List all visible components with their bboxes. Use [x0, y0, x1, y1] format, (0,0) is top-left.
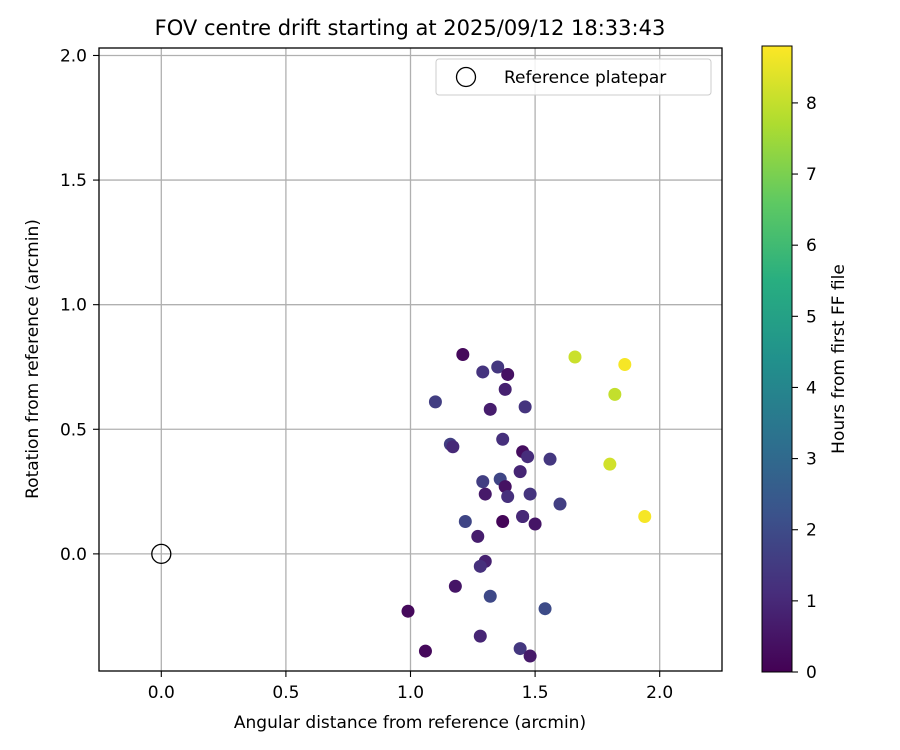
scatter-point: [476, 365, 490, 379]
scatter-point: [496, 514, 510, 528]
scatter-points: [151, 348, 652, 663]
y-tick-label: 1.0: [60, 296, 87, 316]
scatter-point: [501, 490, 515, 504]
scatter-point: [401, 604, 415, 618]
scatter-point: [528, 517, 542, 531]
scatter-point: [543, 452, 557, 466]
scatter-point: [428, 395, 442, 409]
scatter-point: [498, 480, 512, 494]
scatter-point: [521, 450, 535, 464]
colorbar-tick-label: 4: [806, 378, 817, 398]
scatter-point: [498, 382, 512, 396]
scatter-point: [483, 402, 497, 416]
scatter-point: [478, 487, 492, 501]
colorbar-gradient: [761, 45, 793, 673]
grid-lines: [99, 48, 722, 671]
scatter-point: [473, 559, 487, 573]
y-tick-label: 0.0: [60, 545, 87, 565]
x-axis-label: Angular distance from reference (arcmin): [234, 713, 586, 733]
x-axis-ticks: 0.0 0.5 1.0 1.5 2.0: [148, 671, 673, 703]
reference-platepar-marker: [151, 543, 172, 565]
scatter-point: [458, 514, 472, 528]
scatter-point: [516, 509, 530, 523]
scatter-point: [473, 629, 487, 643]
scatter-point: [501, 367, 515, 381]
x-tick-label: 2.0: [646, 683, 673, 703]
scatter-point: [483, 589, 497, 603]
y-tick-label: 0.5: [60, 420, 87, 440]
legend-marker-icon: [455, 66, 477, 88]
scatter-point: [523, 649, 537, 663]
scatter-point: [638, 509, 652, 523]
scatter-point: [568, 350, 582, 364]
colorbar-tick-label: 2: [806, 521, 817, 541]
colorbar-ticks: 0 1 2 3 4 5 6 7 8: [792, 94, 817, 683]
scatter-point: [608, 387, 622, 401]
y-tick-label: 1.5: [60, 171, 87, 191]
colorbar-tick-label: 7: [806, 165, 817, 185]
scatter-point: [471, 529, 485, 543]
scatter-point: [456, 348, 470, 362]
y-axis-ticks: 0.0 0.5 1.0 1.5 2.0: [60, 46, 99, 565]
x-tick-label: 0.0: [148, 683, 175, 703]
legend-box: [435, 58, 712, 96]
x-tick-label: 0.5: [272, 683, 299, 703]
scatter-point: [618, 357, 632, 371]
y-axis-label: Rotation from reference (arcmin): [23, 219, 43, 499]
scatter-point: [603, 457, 617, 471]
scatter-point: [523, 487, 537, 501]
scatter-point: [513, 642, 527, 656]
colorbar-tick-label: 3: [806, 450, 817, 470]
colorbar-tick-label: 1: [806, 592, 817, 612]
scatter-point: [418, 644, 432, 658]
scatter-point: [448, 579, 462, 593]
scatter-point: [513, 465, 527, 479]
colorbar-tick-label: 8: [806, 94, 817, 114]
scatter-point: [476, 475, 490, 489]
scatter-point: [518, 400, 532, 414]
colorbar-label: Hours from first FF file: [829, 264, 849, 454]
scatter-point: [491, 360, 505, 374]
legend: Reference platepar: [435, 58, 712, 96]
colorbar-tick-label: 6: [806, 236, 817, 256]
colorbar-tick-label: 0: [806, 663, 817, 683]
x-tick-label: 1.0: [397, 683, 424, 703]
y-tick-label: 2.0: [60, 46, 87, 66]
scatter-point: [538, 602, 552, 616]
chart-title: FOV centre drift starting at 2025/09/12 …: [155, 16, 666, 40]
scatter-point: [553, 497, 567, 511]
legend-label: Reference platepar: [504, 68, 666, 88]
x-tick-label: 1.5: [522, 683, 549, 703]
scatter-point: [496, 432, 510, 446]
colorbar-tick-label: 5: [806, 307, 817, 327]
scatter-point: [446, 440, 460, 454]
colorbar: 0 1 2 3 4 5 6 7 8 Hours from first FF file: [761, 45, 849, 683]
